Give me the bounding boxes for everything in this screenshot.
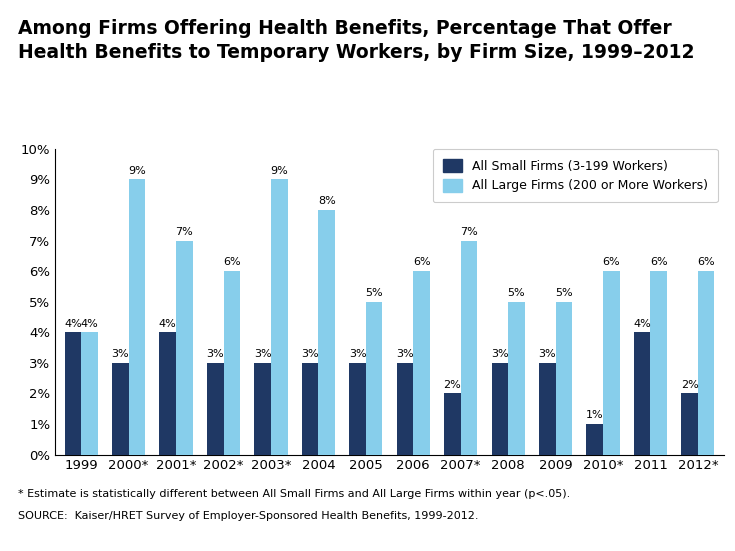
- Text: 7%: 7%: [176, 227, 193, 237]
- Text: 8%: 8%: [318, 196, 336, 206]
- Text: 4%: 4%: [634, 318, 651, 328]
- Bar: [302, 363, 318, 455]
- Bar: [254, 363, 271, 455]
- Bar: [65, 332, 81, 455]
- Bar: [271, 179, 287, 455]
- Text: 4%: 4%: [81, 318, 98, 328]
- Text: 5%: 5%: [508, 288, 526, 298]
- Text: FAMILY: FAMILY: [639, 520, 684, 533]
- Text: 6%: 6%: [650, 257, 667, 267]
- Text: 3%: 3%: [301, 349, 319, 359]
- Text: 3%: 3%: [539, 349, 556, 359]
- Bar: [349, 363, 366, 455]
- Bar: [634, 332, 650, 455]
- Bar: [129, 179, 146, 455]
- Text: 5%: 5%: [555, 288, 573, 298]
- Bar: [650, 271, 667, 455]
- Legend: All Small Firms (3-199 Workers), All Large Firms (200 or More Workers): All Small Firms (3-199 Workers), All Lar…: [433, 149, 717, 202]
- Text: 6%: 6%: [603, 257, 620, 267]
- Bar: [492, 363, 508, 455]
- Text: 2%: 2%: [681, 380, 698, 390]
- Bar: [159, 332, 176, 455]
- Bar: [508, 302, 525, 455]
- Bar: [223, 271, 240, 455]
- Text: 3%: 3%: [491, 349, 509, 359]
- Bar: [603, 271, 620, 455]
- Bar: [318, 210, 335, 455]
- Bar: [539, 363, 556, 455]
- Text: 3%: 3%: [348, 349, 366, 359]
- Text: KAISER: KAISER: [637, 509, 686, 522]
- Text: 4%: 4%: [64, 318, 82, 328]
- Text: 6%: 6%: [223, 257, 240, 267]
- Text: SOURCE:  Kaiser/HRET Survey of Employer-Sponsored Health Benefits, 1999-2012.: SOURCE: Kaiser/HRET Survey of Employer-S…: [18, 511, 479, 521]
- Bar: [681, 393, 698, 455]
- Text: THE HENRY J.: THE HENRY J.: [639, 501, 684, 507]
- Text: 1%: 1%: [586, 410, 603, 420]
- Text: 9%: 9%: [128, 166, 146, 176]
- Bar: [176, 240, 193, 455]
- Text: 3%: 3%: [112, 349, 129, 359]
- Bar: [81, 332, 98, 455]
- Text: 4%: 4%: [159, 318, 176, 328]
- Text: Among Firms Offering Health Benefits, Percentage That Offer
Health Benefits to T: Among Firms Offering Health Benefits, Pe…: [18, 19, 695, 62]
- Bar: [207, 363, 223, 455]
- Text: * Estimate is statistically different between All Small Firms and All Large Firm: * Estimate is statistically different be…: [18, 489, 570, 499]
- Bar: [587, 424, 603, 455]
- Bar: [556, 302, 572, 455]
- Text: 9%: 9%: [270, 166, 288, 176]
- Bar: [397, 363, 413, 455]
- Text: FOUNDATION: FOUNDATION: [633, 533, 690, 542]
- Bar: [112, 363, 129, 455]
- Text: 3%: 3%: [207, 349, 224, 359]
- Bar: [461, 240, 477, 455]
- Text: 3%: 3%: [254, 349, 271, 359]
- Text: 6%: 6%: [698, 257, 715, 267]
- Bar: [698, 271, 714, 455]
- Bar: [444, 393, 461, 455]
- Text: 5%: 5%: [365, 288, 383, 298]
- Text: 6%: 6%: [413, 257, 431, 267]
- Text: 7%: 7%: [460, 227, 478, 237]
- Text: 2%: 2%: [443, 380, 462, 390]
- Bar: [413, 271, 430, 455]
- Text: 3%: 3%: [396, 349, 414, 359]
- Bar: [366, 302, 382, 455]
